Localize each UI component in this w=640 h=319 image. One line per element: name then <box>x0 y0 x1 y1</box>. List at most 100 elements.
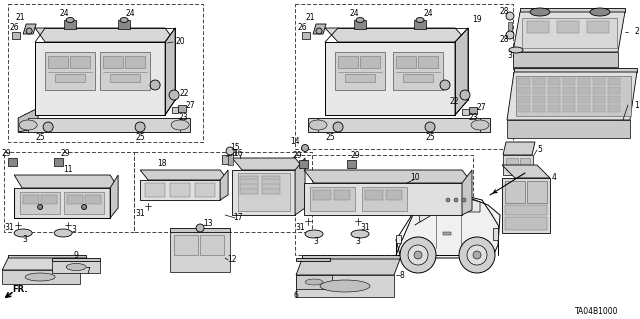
Circle shape <box>150 80 160 90</box>
Bar <box>503 155 533 175</box>
Text: 12: 12 <box>227 256 237 264</box>
Bar <box>520 158 530 170</box>
Polygon shape <box>165 28 175 115</box>
Bar <box>222 155 230 164</box>
Text: FR.: FR. <box>12 285 28 293</box>
Circle shape <box>226 147 234 155</box>
Bar <box>462 109 469 115</box>
Text: 24: 24 <box>125 10 135 19</box>
Text: 25: 25 <box>135 133 145 143</box>
Bar <box>174 235 198 255</box>
Polygon shape <box>437 197 460 212</box>
Text: 14: 14 <box>291 137 300 146</box>
Ellipse shape <box>309 120 327 130</box>
Text: 5: 5 <box>538 145 543 154</box>
Ellipse shape <box>19 120 37 130</box>
Bar <box>299 160 308 168</box>
Bar <box>365 190 383 200</box>
Ellipse shape <box>320 280 370 292</box>
Bar <box>145 183 165 197</box>
Bar <box>20 192 60 214</box>
Circle shape <box>333 122 343 132</box>
Bar <box>55 74 85 82</box>
Bar <box>334 190 350 200</box>
Bar <box>396 235 401 243</box>
Bar <box>557 21 579 33</box>
Bar <box>228 153 233 165</box>
Text: 8: 8 <box>399 271 404 279</box>
Polygon shape <box>18 118 190 132</box>
Bar <box>318 118 480 132</box>
Text: 15: 15 <box>230 144 240 152</box>
Text: 25: 25 <box>325 133 335 143</box>
Ellipse shape <box>590 8 610 16</box>
Text: 1: 1 <box>635 100 639 109</box>
Bar <box>533 87 545 94</box>
Polygon shape <box>14 175 118 188</box>
Circle shape <box>26 28 32 34</box>
Polygon shape <box>220 170 228 200</box>
Bar <box>100 52 150 90</box>
Bar <box>178 105 186 112</box>
Ellipse shape <box>66 263 86 271</box>
Text: 3: 3 <box>72 225 77 234</box>
Polygon shape <box>507 72 637 120</box>
Polygon shape <box>325 28 468 42</box>
Text: 24: 24 <box>423 10 433 19</box>
Bar <box>238 173 290 211</box>
Polygon shape <box>2 258 86 270</box>
Circle shape <box>82 204 86 210</box>
Polygon shape <box>232 170 295 215</box>
Bar <box>360 56 380 68</box>
Ellipse shape <box>351 230 369 238</box>
Bar <box>518 105 530 112</box>
Bar <box>502 178 550 233</box>
Bar <box>54 158 63 166</box>
Polygon shape <box>14 188 110 218</box>
Bar <box>170 232 230 272</box>
Bar <box>548 87 560 94</box>
Text: 22: 22 <box>179 88 189 98</box>
Bar <box>8 4 203 142</box>
Text: 3: 3 <box>508 51 513 61</box>
Polygon shape <box>35 28 175 42</box>
Bar <box>608 96 620 103</box>
Polygon shape <box>513 12 625 52</box>
Bar <box>195 183 215 197</box>
Text: 4: 4 <box>552 174 556 182</box>
Polygon shape <box>313 24 326 34</box>
Circle shape <box>301 145 308 152</box>
Bar <box>518 87 530 94</box>
Circle shape <box>440 80 450 90</box>
Text: TA04B1000: TA04B1000 <box>575 308 619 316</box>
Bar <box>4 152 134 232</box>
Bar <box>414 20 426 29</box>
Bar <box>522 18 617 48</box>
Bar <box>295 155 473 255</box>
Text: 7: 7 <box>86 268 91 277</box>
Bar <box>506 158 518 170</box>
Polygon shape <box>304 183 462 215</box>
Circle shape <box>414 251 422 259</box>
Polygon shape <box>295 158 305 215</box>
Text: 23: 23 <box>179 113 188 122</box>
Bar <box>23 195 39 204</box>
Circle shape <box>506 31 514 39</box>
Bar <box>125 56 145 68</box>
Text: 21: 21 <box>305 13 315 23</box>
Bar <box>516 76 631 116</box>
Text: 25: 25 <box>35 133 45 143</box>
Bar <box>505 181 525 203</box>
Bar <box>2 270 80 284</box>
Bar <box>563 105 575 112</box>
Bar <box>533 78 545 85</box>
Bar <box>338 56 358 68</box>
Bar <box>563 78 575 85</box>
Circle shape <box>316 28 322 34</box>
Polygon shape <box>520 8 625 12</box>
Bar <box>513 52 618 67</box>
Polygon shape <box>308 118 490 132</box>
Bar <box>418 56 438 68</box>
Bar <box>52 261 100 273</box>
Text: 31: 31 <box>295 224 305 233</box>
